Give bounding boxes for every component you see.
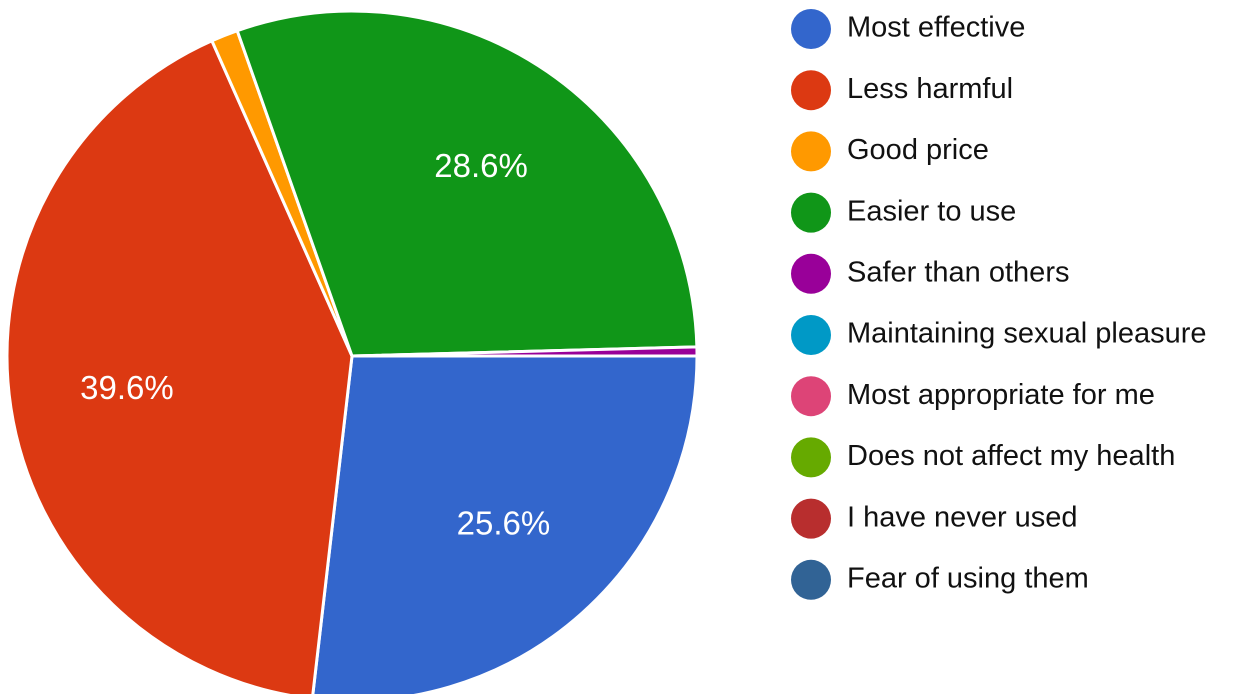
legend-label-most-appropriate-for-me: Most appropriate for me [847,379,1155,411]
slice-label-less-harmful: 39.6% [80,369,174,406]
legend-item-easier-to-use: Easier to use [791,192,1016,233]
pie-slice-less-harmful [5,38,354,694]
legend-item-i-have-never-used: I have never used [791,498,1078,539]
legend-swatch-fear-of-using-them [791,559,831,600]
legend-item-maintaining-sexual-pleasure: Maintaining sexual pleasure [791,315,1207,355]
pie-slice-safer-than-others [351,345,699,358]
legend-item-good-price: Good price [791,131,989,172]
legend: Most effective Less harmful Good price Easi… [791,9,1207,600]
legend-swatch-most-effective [791,9,831,49]
legend-label-fear-of-using-them: Fear of using them [847,562,1089,594]
legend-label-easier-to-use: Easier to use [847,195,1016,227]
legend-label-less-harmful: Less harmful [847,73,1013,105]
legend-item-safer-than-others: Safer than others [791,253,1069,294]
legend-swatch-does-not-affect-my-health [791,437,831,478]
legend-swatch-i-have-never-used [791,498,831,539]
slice-labels: 25.6% 39.6% 28.6% [80,147,550,542]
legend-swatch-maintaining-sexual-pleasure [791,315,831,355]
slice-label-easier-to-use: 28.6% [434,147,528,184]
legend-item-does-not-affect-my-health: Does not affect my health [791,437,1175,478]
legend-swatch-easier-to-use [791,192,831,233]
legend-label-does-not-affect-my-health: Does not affect my health [847,440,1175,472]
legend-swatch-most-appropriate-for-me [791,376,831,417]
legend-label-good-price: Good price [847,134,989,166]
pie-slice-easier-to-use [235,9,699,358]
pie-slice-most-effective [311,354,699,694]
legend-item-fear-of-using-them: Fear of using them [791,559,1089,600]
legend-label-safer-than-others: Safer than others [847,256,1069,288]
slice-label-most-effective: 25.6% [457,505,551,542]
legend-label-most-effective: Most effective [847,12,1025,44]
pie-slices [5,9,699,694]
legend-label-i-have-never-used: I have never used [847,501,1078,533]
legend-label-maintaining-sexual-pleasure: Maintaining sexual pleasure [847,318,1207,350]
legend-swatch-less-harmful [791,70,831,111]
legend-item-most-effective: Most effective [791,9,1025,49]
legend-swatch-good-price [791,131,831,172]
legend-item-most-appropriate-for-me: Most appropriate for me [791,376,1155,417]
legend-swatch-safer-than-others [791,253,831,294]
legend-item-less-harmful: Less harmful [791,70,1013,111]
